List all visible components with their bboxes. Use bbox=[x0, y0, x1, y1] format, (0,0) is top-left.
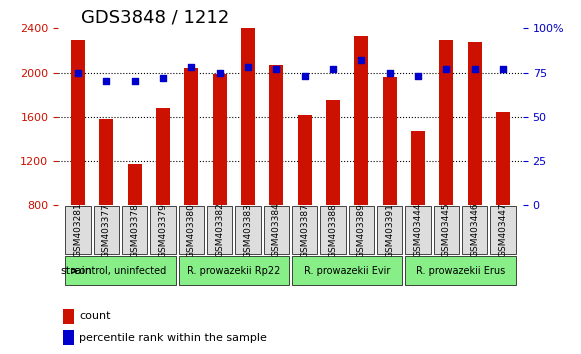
FancyBboxPatch shape bbox=[178, 206, 204, 254]
FancyBboxPatch shape bbox=[264, 206, 289, 254]
Point bbox=[158, 75, 167, 81]
FancyBboxPatch shape bbox=[65, 256, 175, 285]
Text: percentile rank within the sample: percentile rank within the sample bbox=[79, 332, 267, 343]
FancyBboxPatch shape bbox=[122, 206, 148, 254]
Bar bbox=[63, 309, 74, 324]
FancyBboxPatch shape bbox=[235, 206, 261, 254]
Text: GSM403380: GSM403380 bbox=[187, 202, 196, 258]
FancyBboxPatch shape bbox=[462, 206, 487, 254]
FancyBboxPatch shape bbox=[406, 256, 516, 285]
Point bbox=[470, 66, 479, 72]
FancyBboxPatch shape bbox=[292, 256, 403, 285]
Point bbox=[385, 70, 394, 75]
FancyBboxPatch shape bbox=[406, 206, 431, 254]
Bar bbox=[213, 74, 227, 205]
Bar bbox=[128, 164, 142, 205]
Bar bbox=[354, 36, 368, 205]
Point bbox=[73, 70, 83, 75]
Text: count: count bbox=[79, 311, 110, 321]
Bar bbox=[297, 115, 312, 205]
Text: GSM403445: GSM403445 bbox=[442, 203, 451, 257]
Text: R. prowazekii Erus: R. prowazekii Erus bbox=[416, 266, 505, 276]
Text: R. prowazekii Rp22: R. prowazekii Rp22 bbox=[187, 266, 281, 276]
FancyBboxPatch shape bbox=[349, 206, 374, 254]
Bar bbox=[269, 65, 284, 205]
Text: GSM403383: GSM403383 bbox=[243, 202, 253, 258]
FancyBboxPatch shape bbox=[207, 206, 232, 254]
FancyBboxPatch shape bbox=[433, 206, 459, 254]
Text: GSM403378: GSM403378 bbox=[130, 202, 139, 258]
Bar bbox=[383, 77, 397, 205]
Bar bbox=[439, 40, 453, 205]
Bar bbox=[71, 40, 85, 205]
Text: GSM403391: GSM403391 bbox=[385, 202, 394, 258]
Point bbox=[300, 73, 309, 79]
FancyBboxPatch shape bbox=[94, 206, 119, 254]
FancyBboxPatch shape bbox=[292, 206, 317, 254]
Point bbox=[498, 66, 508, 72]
Bar bbox=[496, 113, 510, 205]
Text: GSM403387: GSM403387 bbox=[300, 202, 309, 258]
Text: GSM403377: GSM403377 bbox=[102, 202, 111, 258]
Bar bbox=[184, 68, 198, 205]
FancyBboxPatch shape bbox=[178, 256, 289, 285]
FancyBboxPatch shape bbox=[320, 206, 346, 254]
Point bbox=[187, 64, 196, 70]
Point bbox=[442, 66, 451, 72]
Text: GSM403389: GSM403389 bbox=[357, 202, 366, 258]
Point bbox=[272, 66, 281, 72]
FancyBboxPatch shape bbox=[490, 206, 516, 254]
Text: GSM403379: GSM403379 bbox=[159, 202, 167, 258]
Text: GSM403382: GSM403382 bbox=[215, 203, 224, 257]
FancyBboxPatch shape bbox=[150, 206, 175, 254]
Text: GSM403281: GSM403281 bbox=[73, 203, 83, 257]
Bar bbox=[468, 42, 482, 205]
Bar bbox=[241, 28, 255, 205]
Point bbox=[130, 79, 139, 84]
Text: GSM403446: GSM403446 bbox=[470, 203, 479, 257]
Bar bbox=[63, 330, 74, 345]
Text: GSM403447: GSM403447 bbox=[498, 203, 508, 257]
Point bbox=[357, 57, 366, 63]
Text: R. prowazekii Evir: R. prowazekii Evir bbox=[304, 266, 390, 276]
Bar bbox=[156, 108, 170, 205]
FancyBboxPatch shape bbox=[377, 206, 403, 254]
Text: GDS3848 / 1212: GDS3848 / 1212 bbox=[81, 9, 229, 27]
Point bbox=[328, 66, 338, 72]
Point bbox=[243, 64, 253, 70]
Bar bbox=[99, 119, 113, 205]
Point bbox=[414, 73, 423, 79]
Text: GSM403384: GSM403384 bbox=[272, 203, 281, 257]
Point bbox=[102, 79, 111, 84]
Point bbox=[215, 70, 224, 75]
Bar bbox=[411, 131, 425, 205]
FancyBboxPatch shape bbox=[65, 206, 91, 254]
Text: control, uninfected: control, uninfected bbox=[74, 266, 167, 276]
Text: strain: strain bbox=[60, 266, 92, 276]
Text: GSM403388: GSM403388 bbox=[328, 202, 338, 258]
Text: GSM403444: GSM403444 bbox=[414, 203, 422, 257]
Bar bbox=[326, 100, 340, 205]
